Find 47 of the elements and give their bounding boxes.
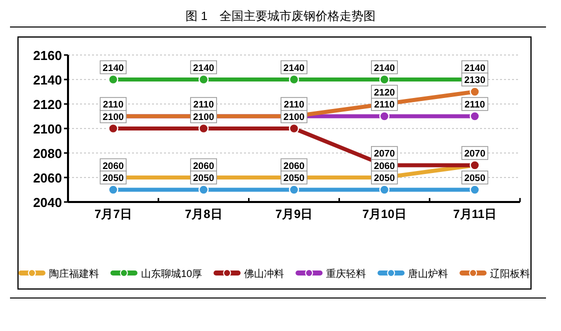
y-tick-label: 2140 [33,72,62,88]
data-label: 2070 [464,148,486,160]
y-tick-label: 2160 [33,48,62,63]
data-label: 2070 [374,148,395,160]
x-tick-label: 7月11日 [453,207,496,221]
x-tick-label: 7月9日 [275,207,313,221]
point [108,123,118,134]
data-label: 2140 [374,62,395,74]
x-tick-label: 7月10日 [362,207,406,221]
y-tick-label: 2100 [33,122,62,136]
point [108,184,118,195]
legend-label: 陶庄福建料 [48,268,99,280]
chart-title: 图 1 全国主要城市废钢价格走势图 [185,9,376,23]
data-label: 2060 [193,160,214,172]
data-label: 2120 [374,87,395,98]
data-label: 2110 [102,100,124,110]
data-label: 2110 [284,100,304,110]
data-label: 2110 [193,100,214,110]
y-tick-label: 2060 [33,170,62,186]
legend-label: 佛山冲料 [244,268,284,280]
point [108,74,118,85]
y-tick-label: 2040 [33,195,62,210]
legend-label: 山东聊城10厚 [140,268,202,280]
data-label: 2140 [193,62,214,74]
data-label: 2110 [464,100,486,110]
data-label: 2140 [283,62,305,74]
legend-label: 辽阳板料 [490,268,530,280]
point [198,74,209,85]
point [379,74,390,85]
y-tick-label: 2120 [33,97,62,112]
point [379,184,390,195]
legend-label: 重庆轻料 [326,268,366,280]
point [288,184,300,195]
point [198,184,209,195]
point [470,184,480,195]
data-label: 2050 [464,173,486,184]
y-tick-label: 2080 [33,146,62,161]
legend-label: 唐山炉料 [408,268,448,280]
point [288,123,300,134]
x-tick-label: 7月8日 [184,207,222,221]
point [198,123,209,134]
point [288,74,300,85]
data-label: 2060 [102,160,124,172]
data-label: 2140 [102,62,124,74]
data-label: 2140 [464,62,486,74]
x-tick-label: 7月7日 [94,207,132,221]
data-label: 2060 [283,160,305,172]
